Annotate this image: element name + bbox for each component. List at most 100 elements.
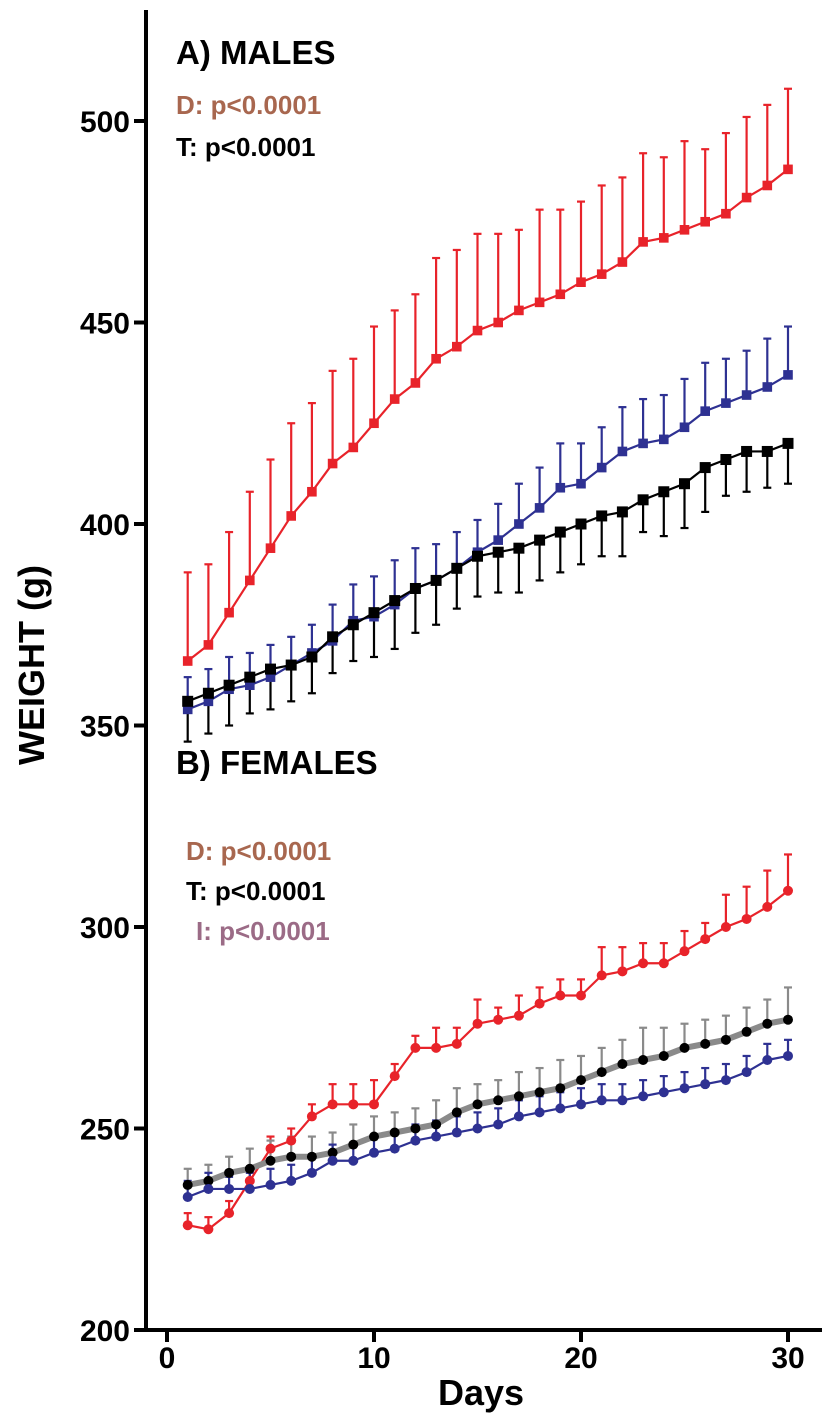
data-point xyxy=(576,478,586,489)
data-point xyxy=(617,1059,628,1070)
data-point xyxy=(741,192,752,203)
data-point xyxy=(700,406,710,416)
data-point xyxy=(451,1127,462,1138)
data-point xyxy=(762,1054,773,1065)
data-point xyxy=(638,958,649,969)
data-point xyxy=(700,216,710,227)
data-point xyxy=(410,1123,421,1134)
y-tick-label: 400 xyxy=(80,509,130,542)
data-point xyxy=(700,934,711,945)
data-point xyxy=(596,462,607,473)
data-point xyxy=(596,510,608,522)
data-point xyxy=(369,418,379,429)
data-point xyxy=(659,233,669,243)
x-ticks: 0 10 20 30 xyxy=(159,1330,805,1375)
data-point xyxy=(721,398,731,408)
data-point xyxy=(182,704,193,715)
y-ticks: 200 250 300 350 400 450 500 xyxy=(80,106,146,1348)
data-point xyxy=(182,1179,193,1190)
data-point xyxy=(265,1155,276,1166)
data-point xyxy=(616,506,628,518)
y-tick-label: 200 xyxy=(80,1315,130,1348)
data-point xyxy=(265,1179,276,1190)
annotation-females-t: T: p<0.0001 xyxy=(186,876,325,906)
data-point xyxy=(245,680,255,690)
data-point xyxy=(430,574,442,586)
data-point xyxy=(203,1175,214,1186)
data-point xyxy=(534,534,546,546)
annotation-females-i: I: p<0.0001 xyxy=(196,916,330,946)
data-point xyxy=(700,1079,711,1090)
data-point xyxy=(348,1155,359,1166)
data-point xyxy=(348,1099,359,1110)
data-point xyxy=(306,1151,317,1162)
data-point xyxy=(720,922,731,932)
data-point xyxy=(203,640,214,650)
data-point xyxy=(576,1099,586,1110)
data-point xyxy=(493,1095,504,1106)
data-point xyxy=(596,269,607,279)
data-point xyxy=(658,958,669,969)
data-point xyxy=(472,1018,483,1029)
data-point xyxy=(513,1010,524,1021)
x-tick-label: 30 xyxy=(771,1342,804,1375)
data-point xyxy=(555,1103,566,1114)
data-point xyxy=(741,390,752,400)
annotation-females-d: D: p<0.0001 xyxy=(186,836,331,866)
data-point xyxy=(575,518,587,530)
data-point xyxy=(182,656,193,666)
data-point xyxy=(285,659,297,671)
data-point xyxy=(244,1175,255,1186)
data-point xyxy=(700,1038,711,1049)
data-point xyxy=(762,180,773,191)
data-point xyxy=(658,1050,669,1061)
data-point xyxy=(513,542,525,554)
data-point xyxy=(203,1183,214,1194)
data-point xyxy=(659,434,669,445)
data-point xyxy=(617,446,628,457)
data-point xyxy=(617,257,628,267)
data-point xyxy=(679,422,690,433)
data-point xyxy=(762,1018,773,1029)
data-point xyxy=(554,526,566,538)
data-point xyxy=(224,1208,235,1219)
data-point xyxy=(699,462,711,474)
data-point xyxy=(679,946,690,957)
data-point xyxy=(348,1139,359,1150)
data-point xyxy=(265,543,276,553)
data-point xyxy=(369,1099,379,1110)
annotations: A) MALES D: p<0.0001 T: p<0.0001 B) FEMALES… xyxy=(176,34,378,946)
data-point xyxy=(286,1135,297,1146)
series-lines xyxy=(187,168,789,1231)
y-tick-label: 350 xyxy=(80,711,130,744)
x-axis-title: Days xyxy=(438,1372,524,1413)
data-point xyxy=(410,1135,421,1146)
data-point xyxy=(596,970,607,981)
data-point xyxy=(244,671,256,683)
data-point xyxy=(431,1119,442,1130)
data-point xyxy=(286,1151,297,1162)
data-point xyxy=(638,438,648,449)
data-point xyxy=(493,535,503,545)
data-point xyxy=(327,1099,338,1110)
data-point xyxy=(741,1026,752,1037)
data-point xyxy=(679,478,690,490)
data-point xyxy=(389,595,401,607)
data-point xyxy=(307,486,317,497)
data-point xyxy=(245,575,255,586)
data-point xyxy=(472,1123,483,1134)
data-point xyxy=(327,458,338,469)
data-point xyxy=(514,305,524,316)
data-point xyxy=(431,1042,442,1053)
data-point xyxy=(741,445,753,457)
data-point xyxy=(720,1075,731,1086)
data-point xyxy=(762,901,773,912)
data-point xyxy=(389,1127,400,1138)
data-point xyxy=(224,607,234,618)
series-line xyxy=(187,442,789,703)
data-point xyxy=(638,1054,649,1065)
annotation-males-title: A) MALES xyxy=(176,34,336,71)
data-point xyxy=(451,562,463,574)
x-tick-label: 10 xyxy=(357,1342,390,1375)
